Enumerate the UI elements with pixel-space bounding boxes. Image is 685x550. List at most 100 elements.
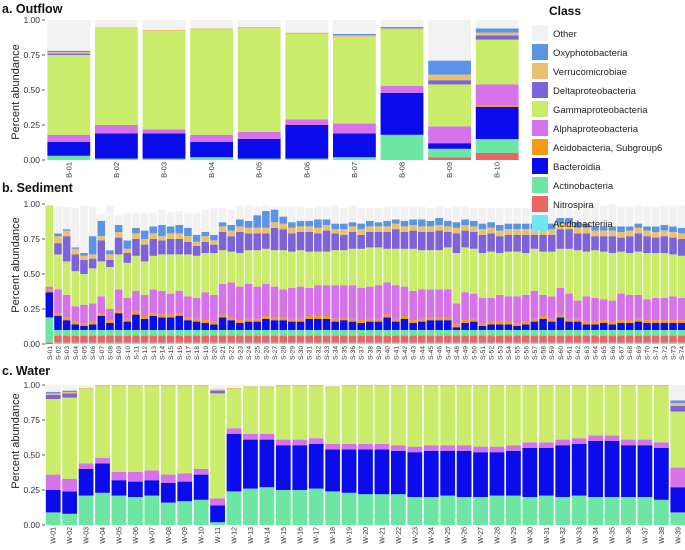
bar-segment <box>357 320 365 323</box>
bar-segment <box>190 28 234 30</box>
bar-segment <box>521 223 530 230</box>
bar-segment <box>530 248 539 291</box>
bar-segment <box>677 342 685 344</box>
bar-segment <box>435 250 443 290</box>
x-tick-label: S-39 <box>376 346 383 360</box>
bar-stack <box>380 20 424 160</box>
bar-segment <box>262 316 270 319</box>
bar-segment <box>259 434 275 440</box>
bar-segment <box>634 227 643 234</box>
bar-segment <box>262 248 270 284</box>
bar-segment <box>305 335 313 343</box>
bar-segment <box>357 248 365 288</box>
bar-segment <box>475 32 519 36</box>
bar-segment <box>538 495 554 525</box>
bar-stack <box>669 205 677 344</box>
bar-segment <box>201 253 210 293</box>
bar-segment <box>210 321 218 325</box>
x-tick-label: S-60 <box>558 346 565 360</box>
bar-segment <box>279 342 288 344</box>
bar-segment <box>443 330 452 336</box>
bar-segment <box>123 240 132 249</box>
bar-segment <box>669 296 677 321</box>
bar-stack <box>128 385 143 525</box>
x-tick-label: W-25 <box>445 527 452 544</box>
bar-segment <box>175 254 184 291</box>
bar-segment <box>522 497 538 525</box>
x-tick-label: W-16 <box>297 527 304 544</box>
bar-segment <box>142 20 186 30</box>
bar-segment <box>409 323 417 330</box>
legend-items: Other Oxyphotobacteria Verrucomicrobiae Del… <box>532 25 662 231</box>
bar-segment <box>275 386 291 440</box>
bar-segment <box>210 390 225 394</box>
bar-segment <box>128 385 143 387</box>
bar-segment <box>192 246 201 256</box>
bar-segment <box>80 330 88 336</box>
bar-segment <box>259 385 275 387</box>
bar-segment <box>227 342 236 344</box>
bar-segment <box>54 206 62 234</box>
bar-segment <box>166 226 175 234</box>
bar-segment <box>305 330 313 336</box>
bar-segment <box>608 236 617 253</box>
bar-segment <box>443 289 452 318</box>
bar-segment <box>670 411 685 468</box>
bar-segment <box>426 289 435 318</box>
bar-stack <box>452 206 461 344</box>
bar-segment <box>184 335 192 343</box>
bar-stack <box>132 212 140 344</box>
bar-segment <box>495 335 504 343</box>
bar-segment <box>366 335 374 343</box>
bar-stack <box>308 385 324 525</box>
bar-segment <box>617 251 625 294</box>
bar-segment <box>227 317 236 321</box>
bar-segment <box>547 234 556 252</box>
bar-segment <box>625 236 634 253</box>
bar-segment <box>556 335 565 343</box>
bar-segment <box>651 330 660 336</box>
bar-segment <box>530 330 539 336</box>
bar-segment <box>62 478 78 492</box>
bar-segment <box>660 297 669 321</box>
x-tick-label: S-66 <box>610 346 617 360</box>
bar-segment <box>106 320 114 323</box>
bar-segment <box>54 342 62 344</box>
bar-segment <box>513 234 521 252</box>
bar-segment <box>565 335 573 343</box>
bar-segment <box>637 386 653 440</box>
x-tick-label: S-48 <box>454 346 461 360</box>
x-tick-label: B-05 <box>255 162 264 178</box>
bar-segment <box>475 35 519 40</box>
bar-segment <box>392 342 400 344</box>
bar-segment <box>400 316 409 319</box>
x-tick-label: W-01 <box>51 527 58 544</box>
bar-segment <box>358 494 373 525</box>
bar-segment <box>175 330 184 336</box>
bar-segment <box>651 335 660 343</box>
x-tick-label: W-22 <box>396 527 403 544</box>
bar-segment <box>177 385 193 387</box>
bar-segment <box>383 232 391 249</box>
bar-segment <box>144 470 160 481</box>
bar-segment <box>428 60 472 75</box>
bar-segment <box>522 442 538 448</box>
bar-segment <box>201 342 210 344</box>
bar-segment <box>504 223 513 230</box>
y-axis: 0.00 0.25 0.50 0.75 1.00 <box>23 199 45 349</box>
bar-segment <box>573 222 582 228</box>
bar-segment <box>45 205 54 287</box>
bar-segment <box>495 330 504 336</box>
bar-segment <box>158 209 166 225</box>
bar-segment <box>428 126 472 144</box>
bar-segment <box>193 469 209 475</box>
bar-segment <box>487 342 495 344</box>
bar-segment <box>407 446 423 453</box>
bar-segment <box>357 335 365 343</box>
bar-stack <box>45 205 54 344</box>
bar-segment <box>435 342 443 344</box>
bar-segment <box>599 230 608 237</box>
bar-segment <box>142 29 186 32</box>
bar-segment <box>314 233 322 252</box>
bar-segment <box>236 226 244 232</box>
